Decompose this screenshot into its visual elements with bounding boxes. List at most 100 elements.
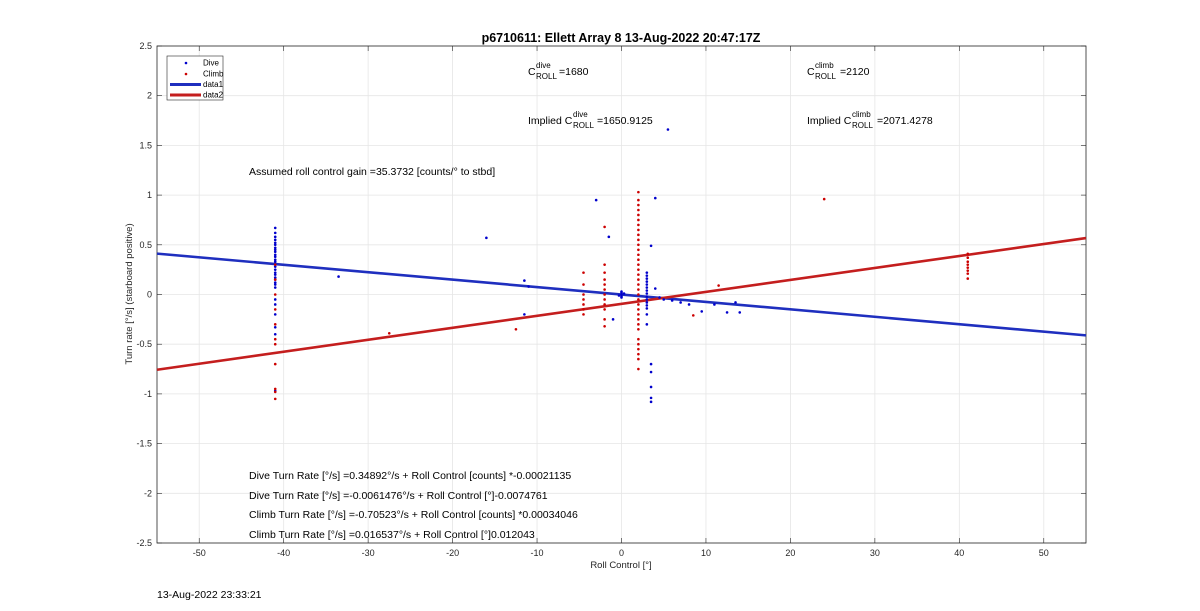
- y-tick-label: 1.5: [139, 140, 152, 150]
- x-tick-label: -30: [362, 548, 375, 558]
- data-point-dive: [611, 318, 615, 321]
- x-tick-label: 10: [701, 548, 711, 558]
- data-point-climb: [637, 318, 640, 321]
- legend-climb-marker: [184, 72, 188, 76]
- data-point-climb: [514, 327, 518, 331]
- data-point-dive: [649, 362, 653, 366]
- data-point-dive: [527, 285, 530, 288]
- data-point-climb: [966, 266, 970, 269]
- x-tick-label: -40: [277, 548, 290, 558]
- legend-dive-label: Dive: [203, 59, 220, 68]
- data-point-dive: [273, 248, 277, 252]
- implied-dive-annotation: Implied C dive ROLL =1650.9125: [528, 110, 653, 130]
- data-point-dive: [622, 292, 626, 295]
- data-point-dive: [645, 295, 649, 298]
- y-tick-label: -1.5: [136, 439, 152, 449]
- data-point-climb: [637, 198, 640, 202]
- x-tick-label: -10: [531, 548, 544, 558]
- data-point-climb: [966, 252, 970, 256]
- data-point-climb: [637, 268, 640, 271]
- data-point-climb: [273, 308, 277, 311]
- data-point-climb: [637, 357, 640, 361]
- data-point-climb: [966, 256, 970, 260]
- data-point-climb: [691, 314, 695, 317]
- data-point-climb: [637, 228, 640, 232]
- data-point-climb: [273, 397, 277, 401]
- data-point-dive: [485, 236, 488, 240]
- data-point-dive: [649, 370, 653, 374]
- data-point-climb: [273, 387, 277, 391]
- data-point-dive: [645, 283, 649, 286]
- c-climb-sub: ROLL: [815, 72, 836, 81]
- data-point-climb: [637, 190, 640, 194]
- chart-title: p6710611: Ellett Array 8 13-Aug-2022 20:…: [482, 31, 761, 45]
- axis-ticks: -50 -40 -30 -20 -10 0 10 20 30 40 50-2.5-2-1.5-1-0…: [136, 41, 1086, 558]
- y-tick-label: -1: [144, 389, 152, 399]
- data-point-climb: [637, 298, 640, 301]
- data-point-dive: [653, 196, 657, 200]
- data-point-dive: [645, 292, 649, 295]
- c-dive-annotation: C dive ROLL =1680: [528, 61, 589, 81]
- data-point-dive: [273, 273, 277, 276]
- data-point-climb: [637, 223, 640, 227]
- data-point-dive: [273, 253, 277, 257]
- data-point-dive: [734, 301, 737, 304]
- y-tick-label: 0.5: [139, 240, 152, 250]
- data-point-dive: [658, 296, 661, 299]
- data-point-climb: [273, 362, 277, 366]
- data-point-climb: [637, 347, 640, 351]
- c-climb-base: C: [807, 66, 815, 78]
- data-point-climb: [637, 213, 640, 217]
- gain-annotation: Assumed roll control gain =35.3732 [coun…: [249, 166, 495, 178]
- y-tick-label: -0.5: [136, 339, 152, 349]
- y-tick-label: 0: [147, 290, 152, 300]
- data-point-dive: [620, 293, 623, 296]
- data-point-climb: [582, 308, 585, 311]
- data-point-climb: [637, 248, 640, 252]
- data-point-climb: [717, 284, 720, 287]
- legend-data2-label: data2: [203, 91, 224, 100]
- data-point-dive: [273, 276, 277, 279]
- data-point-climb: [966, 269, 970, 272]
- data-point-dive: [337, 275, 340, 278]
- data-point-climb: [637, 327, 640, 331]
- data-point-climb: [966, 260, 970, 263]
- data-point-climb: [582, 293, 585, 296]
- data-point-dive: [645, 271, 649, 274]
- c-climb-sup: climb: [815, 61, 834, 70]
- data-point-dive: [523, 279, 526, 282]
- implied-climb-annotation: Implied C climb ROLL =2071.4278: [807, 110, 933, 130]
- data-point-climb: [273, 293, 277, 296]
- data-point-dive: [738, 311, 742, 314]
- y-axis-label: Turn rate [°/s] (starboard positive): [124, 223, 135, 364]
- data-point-dive: [649, 385, 653, 389]
- x-tick-label: 0: [619, 548, 624, 558]
- data-point-dive: [666, 128, 670, 131]
- data-point-dive: [273, 326, 277, 329]
- data-point-climb: [637, 323, 640, 326]
- data-point-dive: [273, 281, 277, 284]
- data-point-climb: [637, 293, 640, 296]
- c-climb-annotation: C climb ROLL =2120: [807, 61, 870, 81]
- equation-climb-degrees: Climb Turn Rate [°/s] =0.016537°/s + Rol…: [249, 529, 535, 541]
- data-point-dive: [645, 304, 649, 307]
- data-point-dive: [273, 235, 277, 239]
- data-point-dive: [653, 287, 657, 290]
- equation-dive-counts: Dive Turn Rate [°/s] =0.34892°/s + Roll …: [249, 470, 571, 482]
- data-point-dive: [645, 323, 649, 326]
- data-point-dive: [273, 271, 277, 274]
- data-point-dive: [670, 299, 674, 302]
- data-point-climb: [273, 263, 277, 266]
- data-point-dive: [273, 226, 277, 230]
- data-point-climb: [582, 283, 585, 286]
- data-point-climb: [603, 288, 606, 291]
- data-point-climb: [582, 313, 585, 316]
- data-points: [273, 128, 970, 404]
- data-point-dive: [645, 298, 649, 301]
- data-point-climb: [582, 271, 585, 274]
- data-point-dive: [273, 241, 277, 245]
- data-point-dive: [645, 313, 649, 316]
- data-point-dive: [523, 313, 526, 316]
- data-point-climb: [637, 367, 640, 371]
